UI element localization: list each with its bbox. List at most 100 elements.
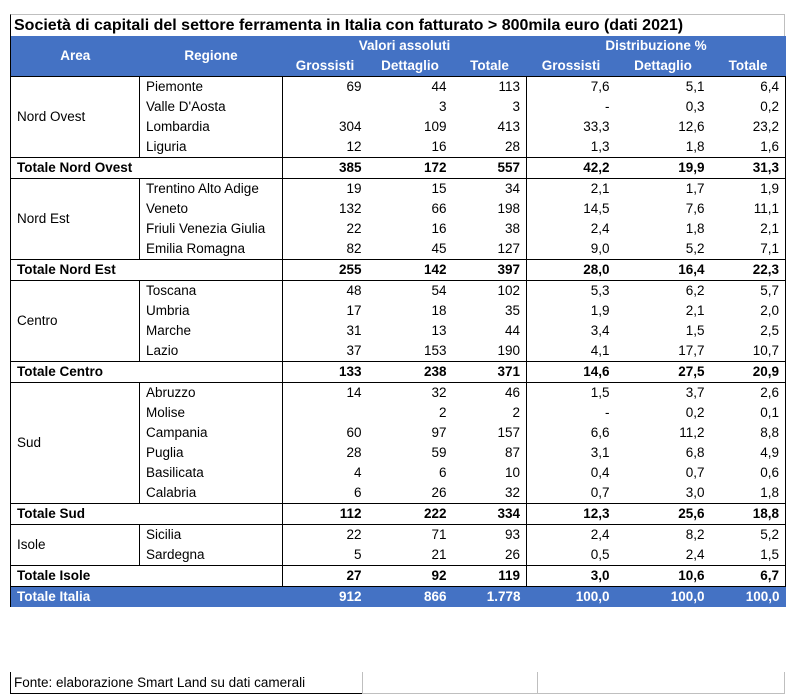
value-cell: 28: [452, 137, 527, 158]
value-cell: 7,6: [526, 76, 616, 97]
value-cell: 14,5: [583, 201, 610, 216]
value-cell: 60: [346, 425, 362, 440]
table-row: Marche 31 13 44 3,4 1,5 2,5: [11, 321, 787, 341]
total-value: 255: [282, 259, 368, 281]
value-cell: 157: [452, 423, 527, 443]
value-cell: 21: [431, 547, 447, 562]
region-cell: Friuli Venezia Giulia: [139, 219, 283, 239]
value-cell: 23,2: [710, 117, 787, 137]
value-cell: 2: [438, 405, 447, 420]
value-cell: 1,8: [685, 221, 705, 236]
total-value: 371: [452, 361, 527, 383]
grand-total-value: 866: [367, 586, 453, 607]
value-cell: 19: [282, 178, 368, 199]
total-row: Totale Isole 27 92 119 3,0 10,6 6,7: [10, 565, 787, 587]
value-cell: 32: [452, 483, 527, 504]
region-cell: Lombardia: [139, 117, 283, 137]
value-cell: 6,6: [590, 425, 610, 440]
value-cell: 71: [367, 524, 453, 545]
value-cell: 8,8: [710, 423, 787, 443]
value-cell: 12,6: [678, 119, 705, 134]
value-cell: 132: [338, 201, 362, 216]
value-cell: 0,2: [710, 97, 787, 117]
table-row: Friuli Venezia Giulia 22 16 38 2,4 1,8 2,1: [11, 219, 787, 239]
table-row: Molise 2 2 - 0,2 0,1: [11, 403, 787, 423]
table-title: Società di capitali del settore ferramen…: [10, 14, 715, 36]
value-cell: 6: [438, 465, 447, 480]
value-cell: 2,1: [526, 178, 616, 199]
region-cell: Umbria: [139, 301, 283, 321]
value-cell: 8,2: [615, 524, 711, 545]
value-cell: 6,2: [615, 280, 711, 301]
value-cell: 3: [452, 97, 527, 117]
total-value: 22,3: [710, 259, 787, 281]
total-value: 12,3: [526, 503, 616, 525]
total-value: 16,4: [615, 259, 711, 281]
value-cell: 5,2: [685, 241, 705, 256]
table-row: Lazio 37 153 190 4,1 17,7 10,7: [11, 341, 787, 362]
value-cell: 6,8: [685, 445, 705, 460]
value-cell: 87: [452, 443, 527, 463]
total-value: 20,9: [710, 361, 787, 383]
value-cell: 48: [282, 280, 368, 301]
value-cell: 37: [346, 343, 362, 358]
header-grossisti: Grossisti: [282, 56, 368, 77]
total-value: 334: [452, 503, 527, 525]
value-cell: 2: [452, 403, 527, 423]
total-label: Totale Nord Est: [10, 259, 283, 281]
grand-total-value: 912: [282, 586, 368, 607]
value-cell: 45: [431, 241, 447, 256]
region-cell: Valle D'Aosta: [139, 97, 283, 117]
header-grossisti-pct: Grossisti: [526, 56, 616, 77]
table-body: Nord Ovest Piemonte 69 44 113 7,6 5,1 6,4 Valle …: [10, 76, 787, 607]
region-cell: Piemonte: [139, 76, 283, 97]
total-value: 42,2: [526, 157, 616, 179]
grand-total-row: Totale Italia 912 866 1.778 100,0 100,0 100,0: [10, 586, 786, 607]
area-cell: Nord Ovest: [10, 76, 140, 158]
value-cell: 59: [431, 445, 447, 460]
value-cell: 1,9: [710, 178, 787, 199]
table-row: Puglia 28 59 87 3,1 6,8 4,9: [11, 443, 787, 463]
value-cell: 44: [367, 76, 453, 97]
header-dettaglio: Dettaglio: [367, 56, 453, 77]
value-cell: [283, 403, 368, 423]
total-row: Totale Centro 133 238 371 14,6 27,5 20,9: [10, 361, 787, 383]
value-cell: 0,2: [685, 405, 705, 420]
value-cell: 2,4: [685, 547, 705, 562]
value-cell: 413: [452, 117, 527, 137]
region-cell: Calabria: [139, 483, 283, 504]
value-cell: 14: [282, 382, 368, 403]
total-value: 222: [367, 503, 453, 525]
value-cell: 2,4: [590, 221, 610, 236]
total-value: 385: [282, 157, 368, 179]
value-cell: 3: [438, 99, 447, 114]
total-label: Totale Isole: [10, 565, 283, 587]
table-row: Calabria 6 26 32 0,7 3,0 1,8: [11, 483, 787, 504]
value-cell: 190: [452, 341, 527, 362]
empty-cell: [362, 672, 537, 694]
region-cell: Veneto: [139, 199, 283, 219]
total-value: 92: [367, 565, 453, 587]
value-cell: 1,8: [685, 139, 705, 154]
header-area: Area: [10, 36, 140, 77]
value-cell: 34: [452, 178, 527, 199]
table-row: Sud Abruzzo 14 32 46 1,5 3,7 2,6: [10, 382, 787, 504]
value-cell: 7,6: [685, 201, 705, 216]
value-cell: -: [605, 99, 610, 114]
value-cell: 1,9: [590, 303, 610, 318]
value-cell: 38: [452, 219, 527, 239]
table-row: Nord Est Trentino Alto Adige 19 15 34 2,1 1,7 1…: [10, 178, 787, 260]
table-row: Centro Toscana 48 54 102 5,3 6,2 5,7: [10, 280, 787, 362]
value-cell: 11,2: [679, 425, 705, 440]
total-value: 19,9: [615, 157, 711, 179]
value-cell: 127: [452, 239, 527, 260]
total-value: 18,8: [710, 503, 787, 525]
value-cell: 1,8: [710, 483, 787, 504]
value-cell: 0,4: [590, 465, 610, 480]
value-cell: 1,5: [685, 323, 705, 338]
value-cell: 46: [452, 382, 527, 403]
value-cell: 28: [346, 445, 362, 460]
value-cell: 102: [452, 280, 527, 301]
table-row: Sardegna 5 21 26 0,5 2,4 1,5: [11, 545, 787, 566]
